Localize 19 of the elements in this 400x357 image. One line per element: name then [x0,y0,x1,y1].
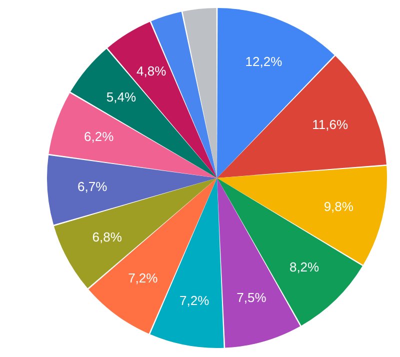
data-label: 7,5% [236,290,267,306]
data-label: 7,2% [180,292,210,308]
pie-slice [70,48,217,178]
pie-slice [48,92,217,178]
data-label: 12,2% [245,54,283,70]
data-label: 7,2% [128,270,158,286]
pie-slice [47,155,217,225]
data-label: 6,8% [92,230,122,245]
pie-slice [217,56,386,178]
data-label: 9,8% [324,198,354,214]
data-label: 11,6% [312,116,348,132]
data-label: 6,7% [78,179,108,194]
pie-slice [182,8,217,178]
pie-slice [54,178,217,288]
data-label: 5,4% [106,90,136,105]
pie-slice [217,178,362,326]
data-label: 4,8% [136,64,167,79]
data-label: 8,2% [289,259,320,274]
data-label: 6,2% [84,129,114,144]
